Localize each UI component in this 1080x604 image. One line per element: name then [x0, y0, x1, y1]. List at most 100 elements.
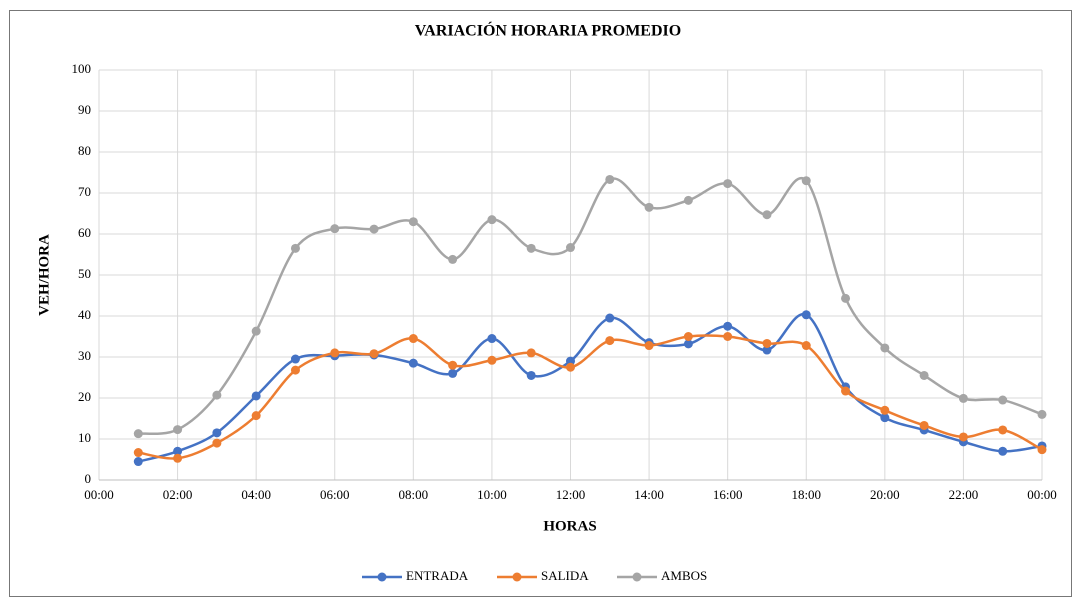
data-point: [212, 438, 222, 448]
data-point: [841, 293, 851, 303]
x-tick-label: 08:00: [399, 487, 429, 502]
x-tick-label: 00:00: [1027, 487, 1057, 502]
y-tick-label: 10: [78, 430, 91, 445]
data-point: [958, 393, 968, 403]
data-point: [683, 195, 693, 205]
data-point: [487, 334, 497, 344]
data-point: [762, 338, 772, 348]
chart-title: VARIACIÓN HORARIA PROMEDIO: [415, 21, 681, 40]
data-point: [448, 254, 458, 264]
data-point: [448, 368, 458, 378]
legend-label: AMBOS: [661, 568, 707, 583]
data-point: [526, 348, 536, 358]
x-tick-label: 04:00: [241, 487, 271, 502]
legend-label: ENTRADA: [406, 568, 469, 583]
data-point: [330, 224, 340, 234]
y-tick-label: 40: [78, 307, 91, 322]
y-tick-label: 90: [78, 102, 91, 117]
data-point: [212, 390, 222, 400]
data-point: [801, 176, 811, 186]
data-point: [566, 362, 575, 372]
data-point: [605, 336, 615, 346]
x-tick-label: 02:00: [163, 487, 193, 502]
data-point: [683, 339, 693, 349]
data-point: [723, 332, 733, 341]
legend-marker: [632, 572, 642, 582]
y-tick-label: 80: [78, 143, 91, 158]
data-point: [841, 386, 851, 396]
legend-label: SALIDA: [541, 568, 589, 583]
data-point: [408, 334, 418, 344]
data-point: [133, 429, 143, 439]
data-point: [330, 348, 340, 358]
x-tick-label: 16:00: [713, 487, 743, 502]
data-point: [408, 217, 418, 227]
y-tick-label: 0: [85, 471, 92, 486]
y-tick-label: 30: [78, 348, 91, 363]
y-tick-label: 60: [78, 225, 91, 240]
x-tick-label: 12:00: [556, 487, 586, 502]
data-point: [448, 360, 458, 370]
data-point: [723, 179, 733, 189]
data-point: [1037, 445, 1047, 455]
data-point: [487, 355, 497, 365]
data-point: [919, 420, 929, 430]
data-point: [880, 405, 890, 415]
data-point: [644, 202, 654, 212]
legend-marker: [377, 572, 387, 582]
data-point: [408, 358, 418, 368]
x-axis-label: HORAS: [543, 518, 596, 534]
data-point: [1037, 409, 1047, 419]
x-tick-label: 18:00: [791, 487, 821, 502]
x-tick-label: 14:00: [634, 487, 664, 502]
data-point: [566, 356, 575, 366]
y-axis-label: VEH/HORA: [36, 234, 52, 316]
x-tick-label: 00:00: [84, 487, 114, 502]
data-point: [762, 210, 772, 220]
data-point: [762, 345, 772, 355]
data-point: [290, 354, 300, 364]
data-point: [801, 310, 811, 320]
data-point: [173, 446, 183, 456]
x-tick-label: 20:00: [870, 487, 900, 502]
data-point: [173, 453, 183, 463]
data-point: [683, 332, 693, 341]
y-tick-label: 70: [78, 184, 91, 199]
data-point: [998, 446, 1008, 456]
data-point: [998, 425, 1008, 435]
data-point: [880, 343, 890, 353]
data-point: [133, 457, 143, 467]
data-point: [998, 395, 1008, 405]
data-point: [566, 243, 575, 253]
data-point: [526, 370, 536, 380]
legend-marker: [512, 572, 522, 582]
data-point: [133, 448, 143, 458]
data-point: [369, 349, 379, 359]
data-point: [251, 411, 261, 421]
data-point: [605, 313, 615, 323]
data-point: [801, 341, 811, 351]
y-tick-label: 20: [78, 389, 91, 404]
x-tick-label: 06:00: [320, 487, 350, 502]
data-point: [723, 321, 733, 331]
data-point: [605, 174, 615, 184]
data-point: [173, 425, 183, 435]
data-point: [212, 428, 222, 438]
data-point: [644, 341, 654, 351]
data-point: [369, 224, 379, 234]
data-point: [919, 370, 929, 380]
data-point: [958, 432, 968, 442]
data-point: [487, 215, 497, 225]
y-tick-label: 50: [78, 266, 91, 281]
data-point: [251, 391, 261, 401]
data-point: [880, 413, 890, 423]
y-tick-label: 100: [72, 61, 92, 76]
data-point: [526, 243, 536, 253]
chart-border: [9, 10, 1072, 597]
data-point: [251, 326, 261, 336]
x-tick-label: 22:00: [949, 487, 979, 502]
data-point: [290, 365, 300, 375]
data-point: [290, 243, 300, 253]
x-tick-label: 10:00: [477, 487, 507, 502]
